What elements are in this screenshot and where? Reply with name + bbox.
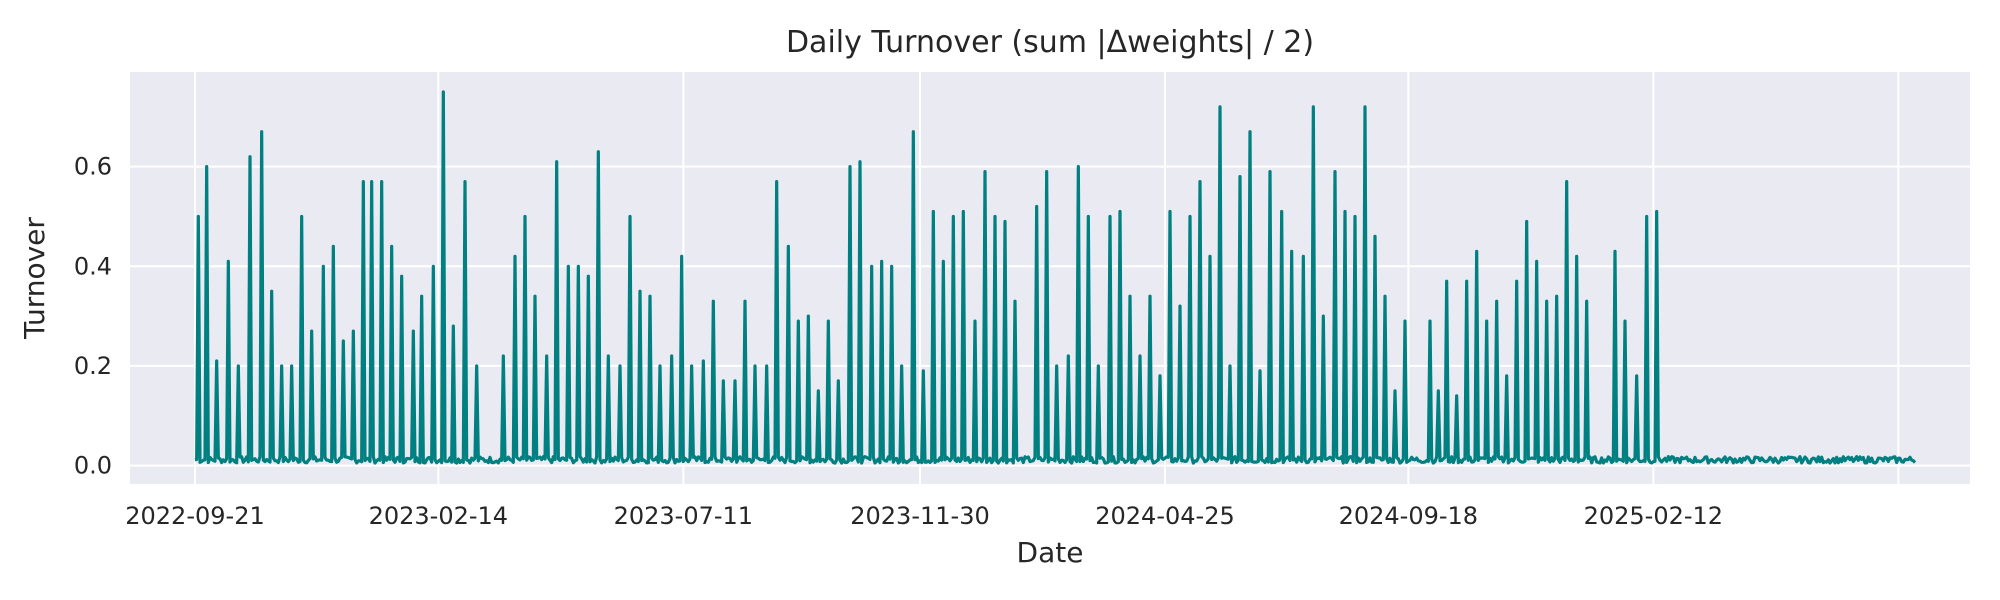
grid — [130, 72, 1970, 484]
y-tick-label: 0.0 — [74, 452, 112, 480]
y-tick-label: 0.4 — [74, 252, 112, 280]
x-tick-label: 2024-04-25 — [1095, 502, 1234, 530]
x-tick-label: 2022-09-21 — [125, 502, 264, 530]
plot-area — [130, 72, 1970, 484]
x-tick-label: 2023-11-30 — [850, 502, 989, 530]
x-tick-label: 2024-09-18 — [1339, 502, 1478, 530]
tick-labels: 0.0 0.2 0.4 0.6 2022-09-21 2023-02-14 2023-07-… — [74, 153, 1723, 530]
y-tick-label: 0.2 — [74, 352, 112, 380]
turnover-series-line — [194, 90, 1917, 465]
x-axis-label: Date — [1017, 536, 1084, 569]
y-axis-label: Turnover — [18, 217, 51, 340]
x-tick-label: 2023-07-11 — [614, 502, 753, 530]
chart-title: Daily Turnover (sum |Δweights| / 2) — [786, 25, 1314, 60]
series-layer — [194, 90, 1917, 465]
x-tick-label: 2023-02-14 — [369, 502, 508, 530]
y-tick-label: 0.6 — [74, 153, 112, 181]
x-tick-label: 2025-02-12 — [1584, 502, 1723, 530]
